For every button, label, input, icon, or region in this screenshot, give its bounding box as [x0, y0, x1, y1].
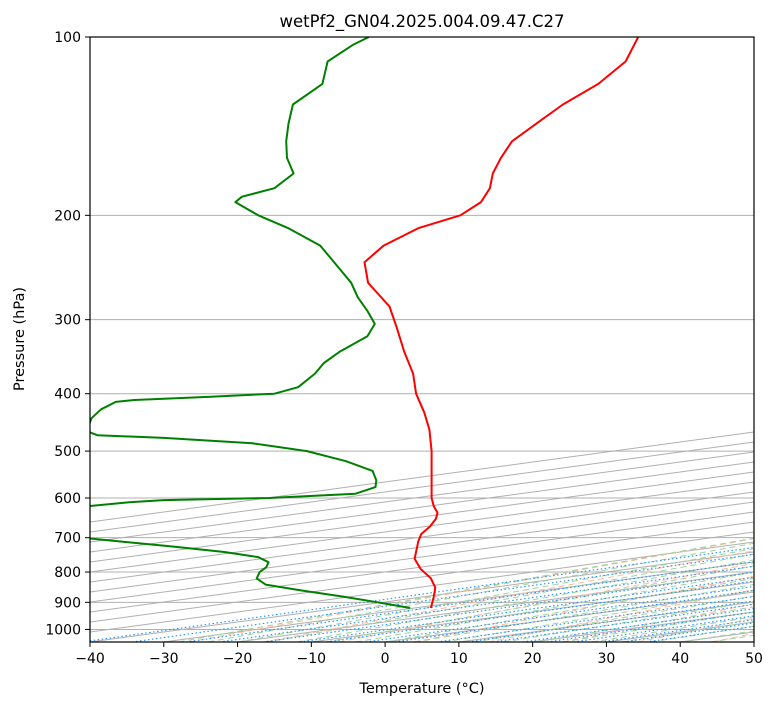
isotherm-line	[90, 491, 754, 583]
dry-adiabat-line	[338, 562, 754, 642]
y-tick-label: 700	[54, 531, 81, 547]
isotherm-line	[90, 501, 754, 593]
x-tick-label: −40	[75, 651, 105, 667]
isotherm-line	[90, 461, 754, 553]
isotherm-line	[90, 531, 754, 623]
x-tick-label: −20	[223, 651, 253, 667]
y-tick-label: 600	[54, 491, 81, 507]
x-tick-label: 40	[671, 651, 689, 667]
isotherm-line	[90, 521, 754, 613]
isotherm-line	[90, 471, 754, 563]
x-tick-label: 10	[450, 651, 468, 667]
y-tick-label: 900	[54, 595, 81, 611]
x-tick-label: −30	[149, 651, 179, 667]
x-tick-label: 50	[745, 651, 763, 667]
mixing-ratio-line	[262, 571, 754, 642]
moist-adiabat-line	[178, 537, 754, 642]
y-tick-label: 1000	[45, 622, 81, 638]
mixing-ratio-line	[90, 546, 754, 642]
mixing-ratio-line	[573, 615, 754, 642]
x-axis-label: Temperature (°C)	[358, 681, 484, 697]
isotherm-line	[90, 511, 754, 603]
x-tick-label: 0	[381, 651, 390, 667]
x-tick-label: −10	[297, 651, 327, 667]
mixing-ratio-line	[219, 565, 754, 642]
moist-adiabat-line	[207, 542, 754, 642]
mixing-ratio-line	[185, 561, 754, 642]
plot-frame	[89, 36, 755, 643]
x-tick-label: 20	[524, 651, 542, 667]
y-tick-label: 100	[54, 30, 81, 46]
dry-adiabat-line	[413, 575, 754, 642]
y-tick-label: 300	[54, 313, 81, 329]
y-tick-label: 400	[54, 387, 81, 403]
dewpoint-profile-line	[90, 37, 411, 609]
x-tick-label: 30	[598, 651, 616, 667]
mixing-ratio-line	[299, 576, 754, 642]
chart-title: wetPf2_GN04.2025.004.09.47.C27	[280, 12, 565, 32]
isotherm-line	[90, 451, 754, 543]
mixing-ratio-line	[326, 580, 754, 642]
y-tick-label: 200	[54, 208, 81, 224]
y-tick-label: 800	[54, 565, 81, 581]
temperature-profile-line	[363, 37, 640, 609]
dry-adiabat-line	[188, 538, 754, 642]
y-axis-label: Pressure (hPa)	[12, 287, 28, 391]
moist-adiabat-line	[326, 565, 754, 642]
y-tick-label: 500	[54, 444, 81, 460]
isotherm-line	[90, 481, 754, 573]
